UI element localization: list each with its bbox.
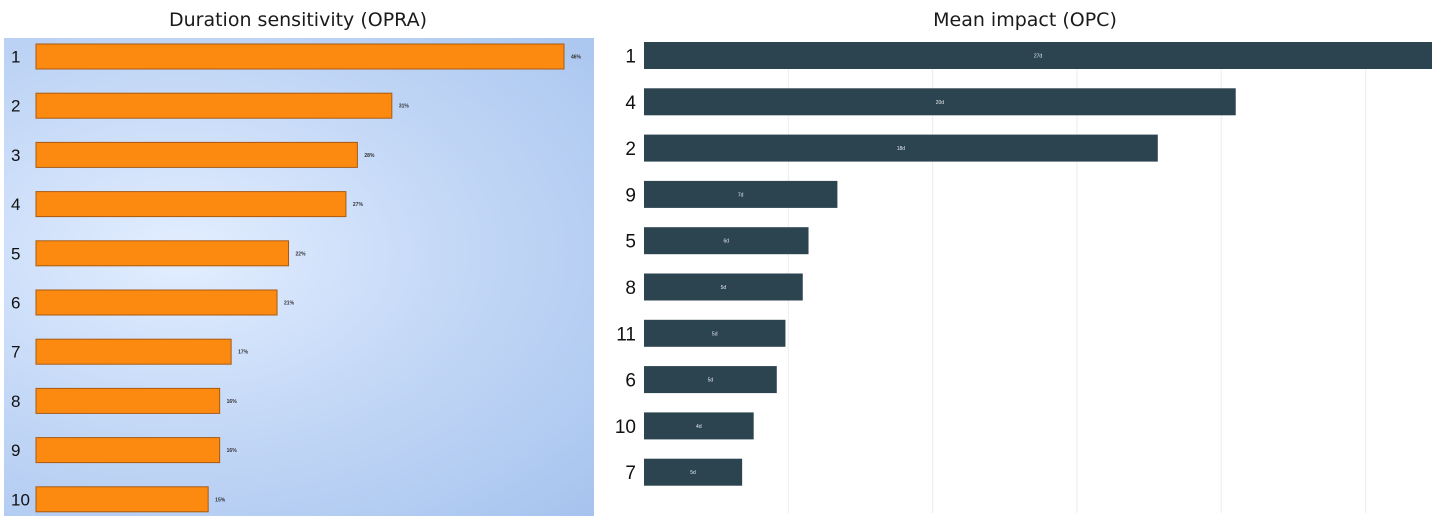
data-label: 22% [296,251,307,257]
right-chart-title: Mean impact (OPC) [933,9,1117,31]
bar [644,227,809,255]
data-label: 17% [238,350,249,356]
data-label: 6d [723,239,729,245]
right-chart-svg: 0d5d10d15d20d25dDuration127d420d218d97d5… [615,42,1432,513]
data-label: 4d [696,424,702,430]
y-tick-label: 5 [11,244,20,263]
y-tick-label: 9 [11,441,20,460]
bar [35,191,347,218]
data-label: 5d [690,470,696,476]
y-tick-label: 4 [625,93,636,114]
bar [644,42,1432,69]
bar [35,240,290,267]
data-label: 16% [227,448,238,454]
y-tick-label: 8 [625,278,636,299]
bar [644,273,803,301]
data-label: 28% [364,153,375,159]
bar [35,338,232,365]
data-label: 27d [1034,54,1043,60]
data-label: 21% [284,301,295,307]
y-tick-label: 10 [615,417,636,438]
data-label: 20d [936,100,945,106]
y-tick-label: 1 [11,48,20,67]
bar [35,43,565,70]
y-tick-label: 10 [11,490,30,509]
data-label: 15% [215,497,226,503]
bar [35,387,221,414]
y-tick-label: 11 [616,324,636,345]
y-tick-label: 2 [11,97,20,116]
data-label: 5d [721,285,727,291]
bar [35,486,209,513]
data-label: 27% [353,202,364,208]
bar [644,134,1158,162]
bar [35,141,358,168]
y-tick-label: 7 [625,463,636,484]
y-tick-label: 3 [11,146,20,165]
bar [644,458,743,486]
bar [644,366,777,394]
y-tick-label: 5 [625,232,636,253]
data-label: 5d [712,331,718,337]
data-label: 5d [708,378,714,384]
y-tick-label: 7 [11,343,20,362]
left-chart-svg: 1 46% 2 31% 3 28% 4 27% 5 22% 6 21% 7 17% 8 16% 9 16% 10 15… [11,43,582,513]
left-chart-panel: 1 46% 2 31% 3 28% 4 27% 5 22% 6 21% 7 17% 8 16% 9 16% 10 15… [4,38,594,516]
bar [35,437,221,464]
y-tick-label: 6 [625,371,636,392]
data-label: 46% [571,55,582,61]
bar [644,412,754,440]
y-tick-label: 9 [625,185,636,206]
left-chart-title: Duration sensitivity (OPRA) [168,9,428,31]
data-label: 18d [897,146,906,152]
bar [644,88,1236,116]
data-label: 16% [227,399,238,405]
y-tick-label: 8 [11,392,20,411]
y-tick-label: 6 [11,294,20,313]
y-tick-label: 2 [625,139,636,160]
bar [644,319,786,347]
data-label: 31% [399,104,410,110]
bar [644,180,838,208]
data-label: 7d [738,192,744,198]
bar [35,92,393,119]
y-tick-label: 1 [625,47,636,68]
y-tick-label: 4 [11,195,20,214]
bar [35,289,278,316]
right-chart-panel: 0d5d10d15d20d25dDuration127d420d218d97d5… [610,38,1438,518]
